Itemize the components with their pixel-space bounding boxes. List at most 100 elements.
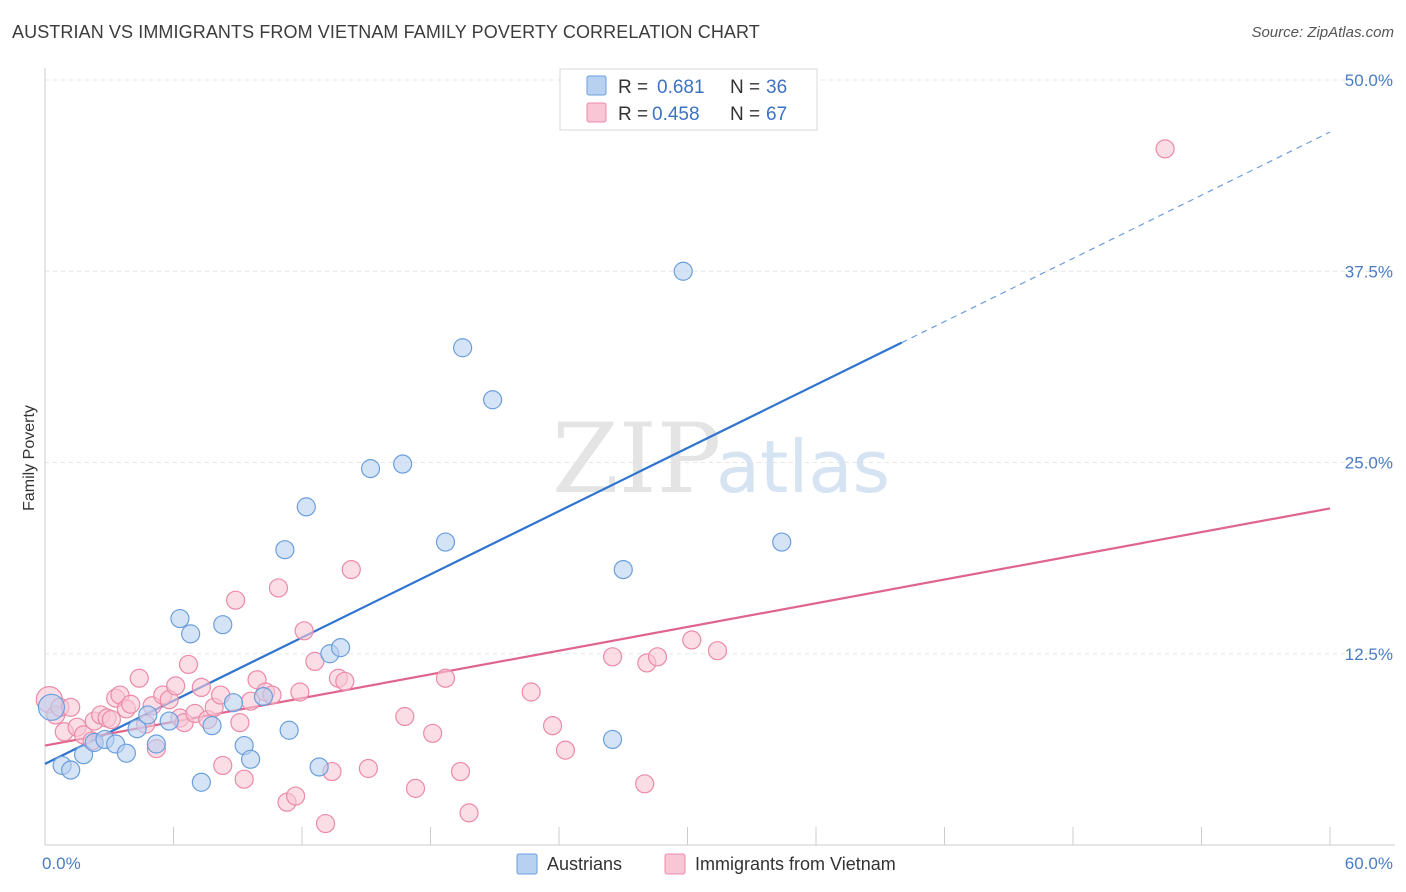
data-point-1-39 [268, 578, 289, 598]
data-point-1-41 [285, 786, 306, 806]
data-point-0-31 [483, 390, 503, 410]
data-point-0-33 [673, 261, 693, 281]
source-credit: Source: ZipAtlas.com [1251, 24, 1394, 41]
trend-lines [44, 131, 1331, 765]
trend-line-extension-0 [901, 131, 1331, 344]
data-point-0-16 [213, 615, 233, 635]
data-point-0-20 [253, 686, 274, 707]
data-point-0-8 [127, 719, 147, 739]
data-point-0-10 [146, 734, 166, 754]
legend-n-value-vietnam: 67 [766, 104, 787, 125]
data-point-0-2 [61, 760, 81, 780]
data-point-0-30 [453, 338, 473, 358]
data-point-0-34 [772, 532, 792, 552]
data-point-0-7 [116, 743, 136, 763]
data-point-0-15 [202, 716, 222, 736]
data-point-1-42 [290, 682, 310, 702]
legend-r-label-vietnam: R = [618, 104, 648, 125]
data-point-0-13 [181, 624, 201, 644]
data-point-1-65 [707, 641, 728, 661]
watermark-zip: ZIP [552, 403, 721, 515]
data-point-1-16 [129, 668, 149, 688]
legend-swatch-vietnam [586, 102, 607, 123]
legend-r-value-austrians: 0.681 [657, 77, 705, 98]
watermark-atlas: atlas [716, 425, 890, 509]
data-point-1-59 [555, 740, 576, 760]
series-legend: Austrians Immigrants from Vietnam [516, 853, 896, 875]
data-point-1-56 [459, 803, 479, 823]
tick-labels: 12.5% 25.0% 37.5% 50.0% 0.0% 60.0% [42, 71, 1393, 873]
data-point-0-21 [275, 540, 295, 560]
trend-line-1 [44, 507, 1331, 747]
axes [44, 68, 1395, 846]
data-point-0-32 [613, 559, 633, 580]
data-point-1-63 [647, 647, 668, 667]
data-point-0-24 [309, 757, 329, 777]
data-point-0-0 [37, 693, 66, 721]
data-point-1-32 [226, 590, 246, 610]
data-point-1-64 [682, 630, 702, 650]
data-point-1-34 [234, 769, 254, 789]
data-point-1-33 [230, 712, 250, 733]
data-point-0-23 [296, 497, 316, 517]
x-tick-label-1: 60.0% [1345, 854, 1393, 873]
data-point-1-60 [602, 647, 623, 667]
data-point-0-22 [279, 720, 299, 740]
legend-n-label-austrians: N = [730, 77, 760, 98]
legend-swatch-austrians [586, 75, 607, 96]
y-tick-label-0: 12.5% [1345, 645, 1393, 664]
data-point-0-11 [159, 711, 179, 731]
data-point-1-58 [542, 716, 563, 736]
data-point-0-35 [602, 729, 623, 750]
gridlines [45, 79, 1395, 655]
series-legend-label-austrians: Austrians [547, 854, 622, 874]
data-point-1-53 [423, 723, 443, 743]
data-point-1-57 [521, 682, 541, 702]
data-point-0-14 [191, 772, 211, 792]
legend-r-label-austrians: R = [618, 77, 648, 98]
data-point-1-27 [191, 677, 211, 698]
data-point-1-61 [635, 774, 655, 794]
data-point-1-49 [341, 559, 361, 580]
data-point-1-31 [213, 755, 233, 776]
legend-n-label-vietnam: N = [730, 104, 760, 125]
y-tick-label-1: 25.0% [1345, 454, 1393, 473]
legend-n-value-austrians: 36 [766, 77, 787, 98]
data-point-0-17 [223, 693, 244, 713]
data-point-0-27 [360, 459, 381, 479]
data-point-1-45 [315, 813, 336, 834]
series-legend-swatch-austrians [516, 853, 538, 875]
data-point-0-9 [138, 705, 158, 725]
data-point-0-26 [330, 638, 351, 658]
data-point-1-11 [101, 709, 121, 730]
data-point-1-55 [450, 761, 471, 782]
data-point-0-28 [393, 454, 413, 474]
data-point-1-66 [1155, 139, 1175, 159]
data-point-1-52 [405, 778, 426, 798]
data-point-1-54 [435, 668, 456, 688]
data-point-1-50 [358, 758, 378, 779]
legend-r-value-vietnam: 0.458 [652, 104, 700, 125]
data-point-1-51 [395, 706, 415, 727]
data-point-0-19 [241, 749, 261, 769]
chart-title: AUSTRIAN VS IMMIGRANTS FROM VIETNAM FAMI… [12, 22, 760, 42]
x-tick-label-0: 0.0% [42, 854, 81, 873]
trend-line-0 [44, 341, 903, 765]
data-point-0-12 [170, 608, 190, 629]
data-point-1-22 [166, 676, 186, 696]
data-point-1-44 [305, 651, 325, 672]
data-point-1-15 [121, 694, 141, 714]
data-point-0-3 [73, 745, 94, 765]
y-axis-label: Family Poverty [21, 405, 38, 511]
series-legend-label-vietnam: Immigrants from Vietnam [695, 854, 896, 874]
series-legend-swatch-vietnam [664, 853, 686, 875]
y-tick-label-3: 50.0% [1345, 71, 1393, 90]
y-tick-label-2: 37.5% [1345, 262, 1393, 281]
data-point-1-43 [294, 621, 314, 641]
correlation-legend: R = 0.681 N = 36 R = 0.458 N = 67 [559, 68, 818, 131]
austrian-points [37, 261, 792, 792]
data-point-1-48 [335, 671, 355, 691]
data-point-1-25 [178, 654, 199, 675]
data-point-0-29 [435, 532, 456, 552]
